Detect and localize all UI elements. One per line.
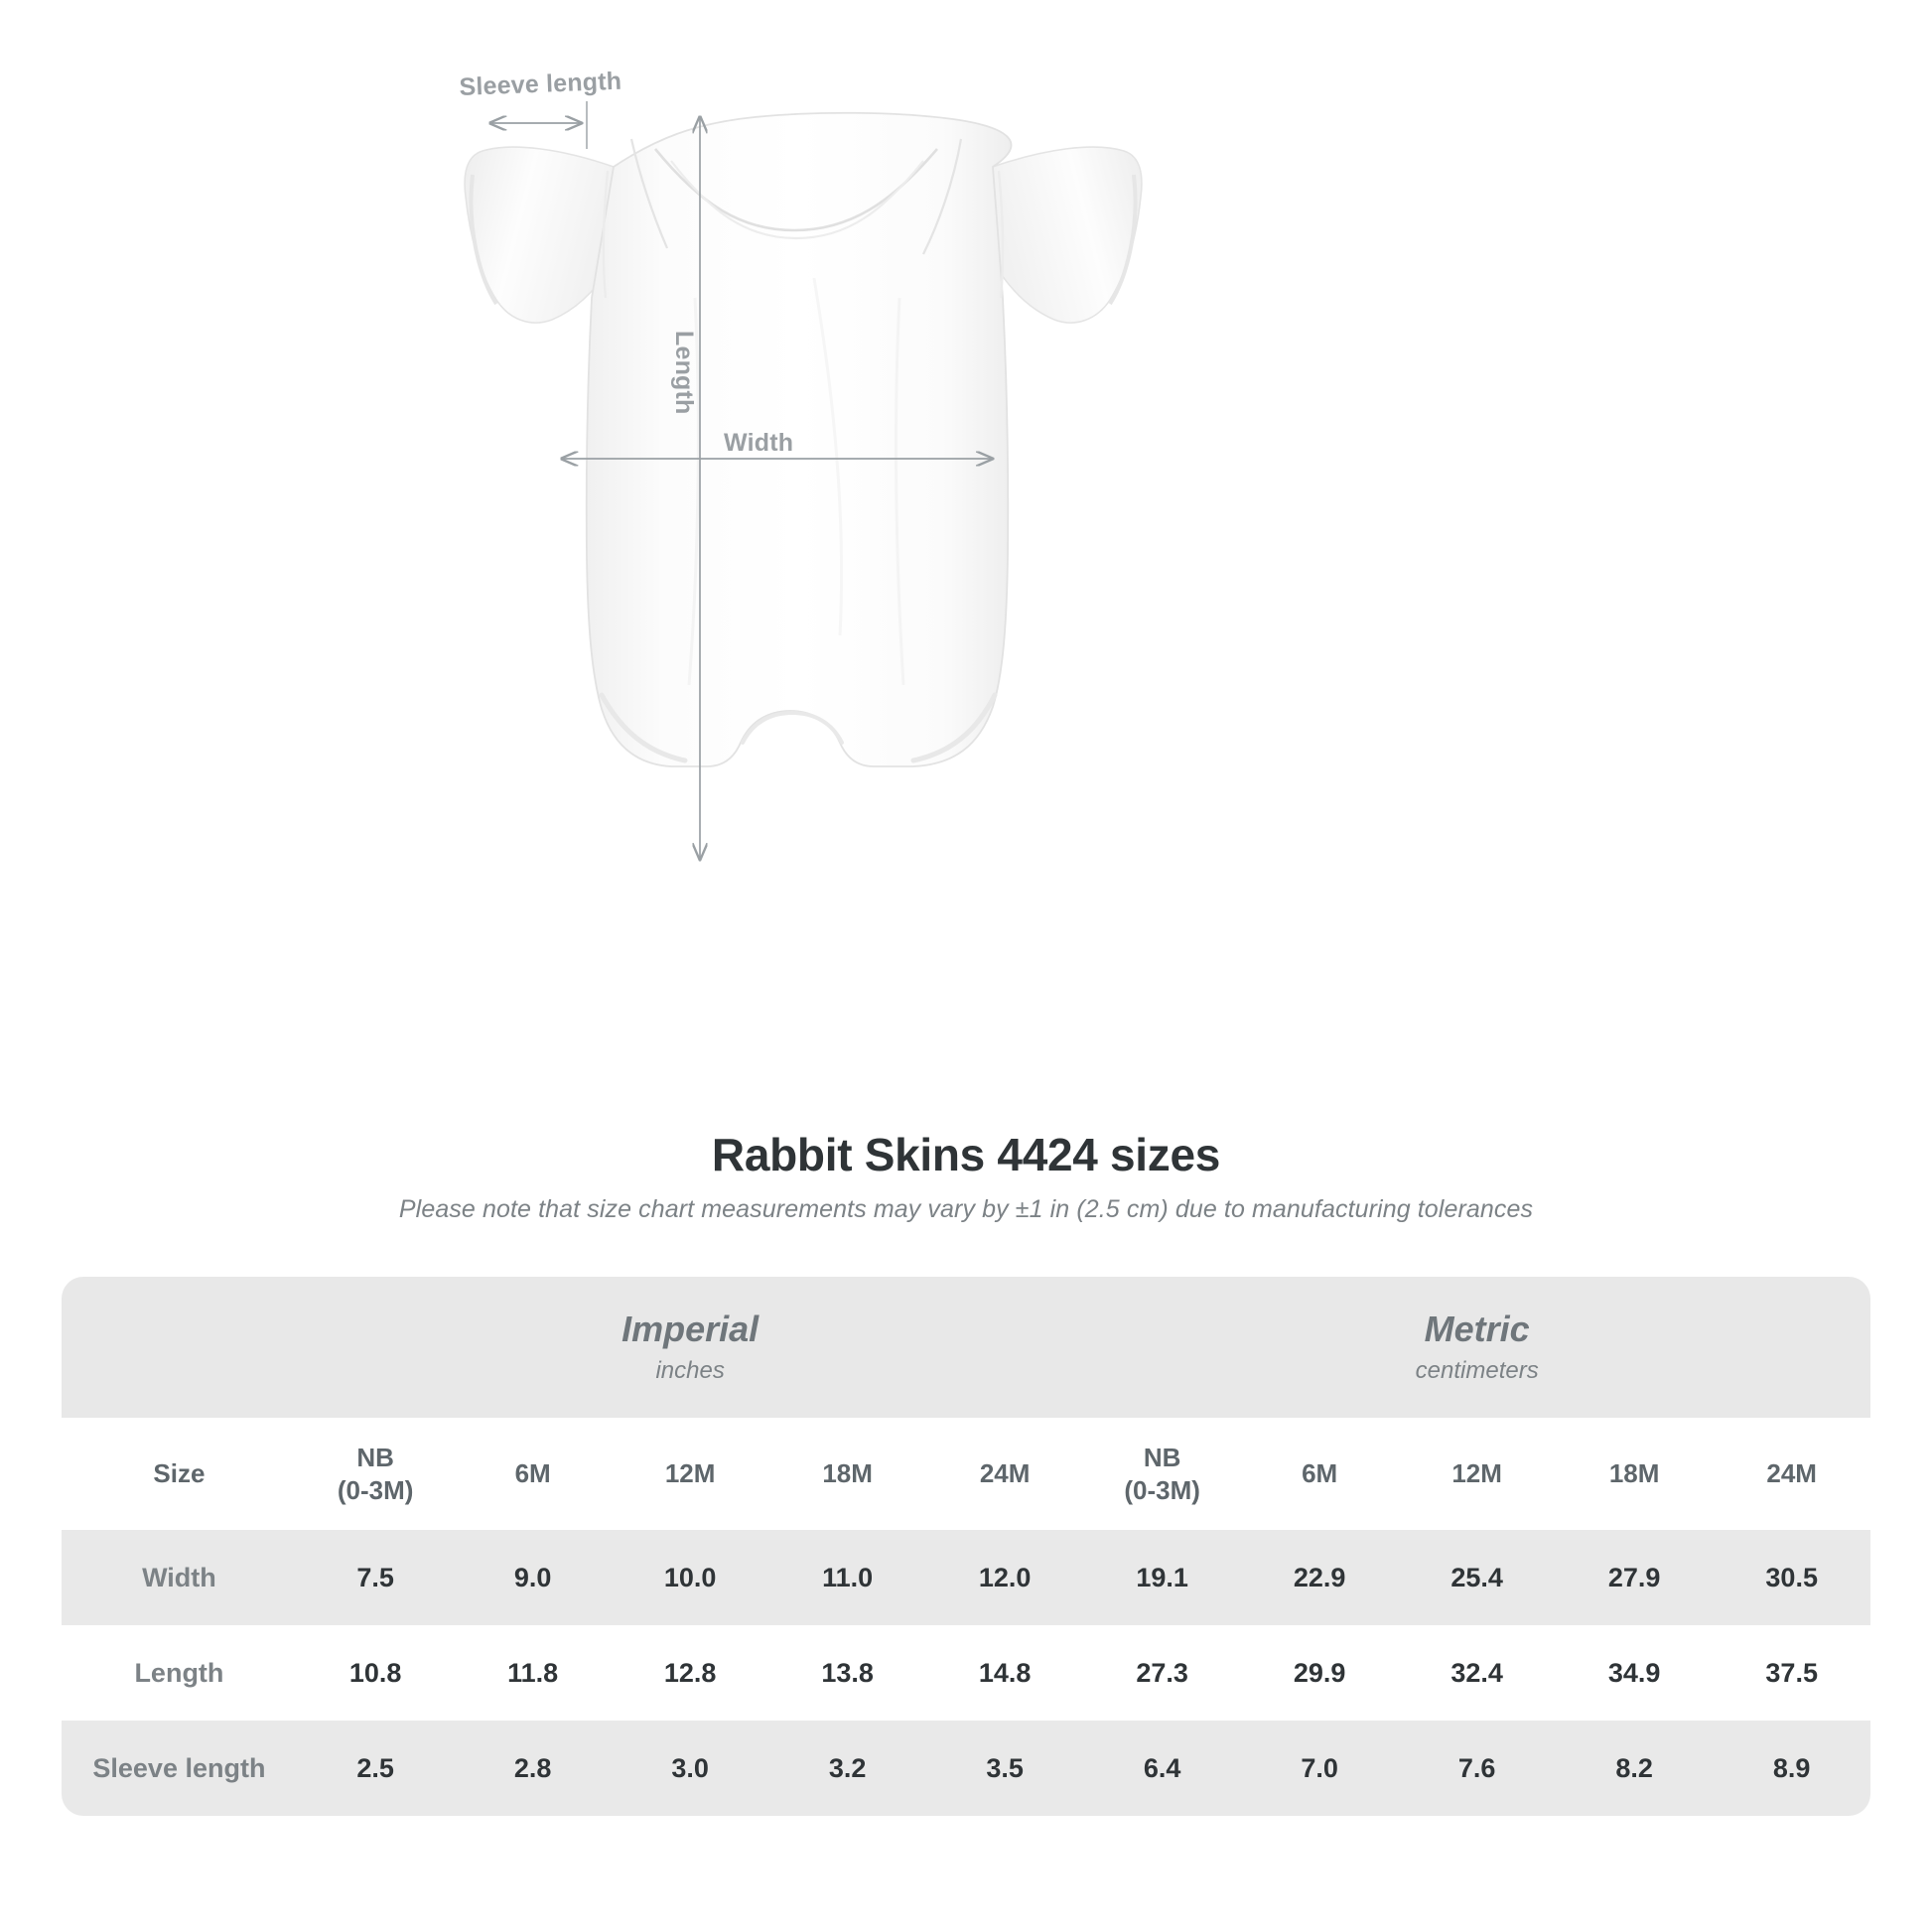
- header-cell-size: Size: [62, 1418, 297, 1530]
- unit-spacer-cell: [62, 1277, 297, 1418]
- header-line-1: NB: [1143, 1443, 1181, 1472]
- size-table: Imperial inches Metric centimeters Size …: [62, 1277, 1870, 1816]
- left-leg-hem: [599, 692, 688, 763]
- cell-width-metric-18m: 27.9: [1555, 1530, 1714, 1625]
- cell-length-imperial-24m: 14.8: [925, 1625, 1084, 1721]
- left-lap-shoulder-seam: [629, 138, 669, 249]
- cell-length-imperial-nb: 10.8: [296, 1625, 455, 1721]
- cell-length-metric-12m: 32.4: [1398, 1625, 1556, 1721]
- cell-length-imperial-6m: 11.8: [454, 1625, 612, 1721]
- cell-width-imperial-12m: 10.0: [611, 1530, 769, 1625]
- bodysuit-torso: [585, 111, 1013, 767]
- cell-width-imperial-nb: 7.5: [296, 1530, 455, 1625]
- width-dimension-label: Width: [724, 429, 794, 457]
- unit-sub-metric: centimeters: [1415, 1357, 1539, 1384]
- page-title: Rabbit Skins 4424 sizes: [711, 1129, 1221, 1180]
- unit-cell-metric: Metric centimeters: [1083, 1277, 1870, 1418]
- header-cell-imperial-18m: 18M: [768, 1418, 926, 1530]
- header-line-2: (0-3M): [337, 1474, 414, 1505]
- unit-name-metric: Metric: [1424, 1309, 1530, 1349]
- cell-width-imperial-6m: 9.0: [454, 1530, 612, 1625]
- header-cell-metric-nb: NB (0-3M): [1083, 1418, 1241, 1530]
- cell-length-imperial-12m: 12.8: [611, 1625, 769, 1721]
- cell-length-metric-6m: 29.9: [1240, 1625, 1399, 1721]
- length-dimension-label: Length: [670, 331, 698, 415]
- unit-cell-imperial: Imperial inches: [296, 1277, 1084, 1418]
- cell-width-imperial-24m: 12.0: [925, 1530, 1084, 1625]
- right-leg-hem: [910, 692, 998, 763]
- right-armhole-seam: [997, 170, 1005, 299]
- bodysuit-diagram-svg: [464, 101, 1143, 1122]
- title-block: Rabbit Skins 4424 sizes Please note that…: [0, 1128, 1932, 1224]
- right-lap-shoulder-seam: [922, 138, 963, 255]
- header-cell-imperial-24m: 24M: [925, 1418, 1084, 1530]
- row-label-length: Length: [62, 1625, 297, 1721]
- cell-width-imperial-18m: 11.0: [768, 1530, 926, 1625]
- header-cell-metric-18m: 18M: [1555, 1418, 1714, 1530]
- cell-sleeve-metric-6m: 7.0: [1240, 1721, 1399, 1816]
- cell-sleeve-imperial-24m: 3.5: [925, 1721, 1084, 1816]
- header-line-2: (0-3M): [1124, 1474, 1200, 1505]
- left-sleeve-hem: [469, 174, 498, 306]
- fabric-fold-right: [895, 297, 905, 686]
- header-cell-imperial-nb: NB (0-3M): [296, 1418, 455, 1530]
- cell-sleeve-metric-24m: 8.9: [1713, 1721, 1870, 1816]
- unit-name-imperial: Imperial: [621, 1309, 759, 1349]
- cell-width-metric-nb: 19.1: [1083, 1530, 1241, 1625]
- cell-sleeve-metric-12m: 7.6: [1398, 1721, 1556, 1816]
- cell-sleeve-imperial-12m: 3.0: [611, 1721, 769, 1816]
- row-label-sleeve-length: Sleeve length: [62, 1721, 297, 1816]
- right-sleeve: [992, 146, 1143, 324]
- cell-length-metric-24m: 37.5: [1713, 1625, 1870, 1721]
- dimension-lines: [490, 101, 993, 860]
- table-row-length: Length 10.8 11.8 12.8 13.8 14.8 27.3 29.…: [62, 1625, 1870, 1721]
- cell-width-metric-6m: 22.9: [1240, 1530, 1399, 1625]
- cell-sleeve-metric-18m: 8.2: [1555, 1721, 1714, 1816]
- size-table-container: Imperial inches Metric centimeters Size …: [62, 1277, 1870, 1816]
- cell-length-imperial-18m: 13.8: [768, 1625, 926, 1721]
- unit-header-row: Imperial inches Metric centimeters: [62, 1277, 1870, 1418]
- header-cell-imperial-12m: 12M: [611, 1418, 769, 1530]
- crotch-snap-hem: [741, 710, 844, 745]
- cell-sleeve-metric-nb: 6.4: [1083, 1721, 1241, 1816]
- unit-sub-imperial: inches: [655, 1357, 725, 1384]
- cell-sleeve-imperial-6m: 2.8: [454, 1721, 612, 1816]
- bodysuit-shape: [464, 111, 1143, 767]
- header-cell-metric-12m: 12M: [1398, 1418, 1556, 1530]
- table-row-width: Width 7.5 9.0 10.0 11.0 12.0 19.1 22.9 2…: [62, 1530, 1870, 1625]
- table-row-sleeve-length: Sleeve length 2.5 2.8 3.0 3.2 3.5 6.4 7.…: [62, 1721, 1870, 1816]
- left-armhole-seam: [602, 170, 610, 299]
- header-cell-metric-6m: 6M: [1240, 1418, 1399, 1530]
- cell-width-metric-12m: 25.4: [1398, 1530, 1556, 1625]
- right-sleeve-hem: [1108, 174, 1138, 306]
- header-cell-metric-24m: 24M: [1713, 1418, 1870, 1530]
- cell-width-metric-24m: 30.5: [1713, 1530, 1870, 1625]
- cell-sleeve-imperial-nb: 2.5: [296, 1721, 455, 1816]
- garment-illustration: Sleeve length Length Width: [459, 68, 1143, 1122]
- tolerance-note: Please note that size chart measurements…: [398, 1195, 1534, 1223]
- cell-length-metric-nb: 27.3: [1083, 1625, 1241, 1721]
- row-label-width: Width: [62, 1530, 297, 1625]
- header-line-1: NB: [356, 1443, 394, 1472]
- cell-length-metric-18m: 34.9: [1555, 1625, 1714, 1721]
- header-cell-imperial-6m: 6M: [454, 1418, 612, 1530]
- cell-sleeve-imperial-18m: 3.2: [768, 1721, 926, 1816]
- size-header-row: Size NB (0-3M) 6M 12M 18M 24M NB (0-3M) …: [62, 1418, 1870, 1530]
